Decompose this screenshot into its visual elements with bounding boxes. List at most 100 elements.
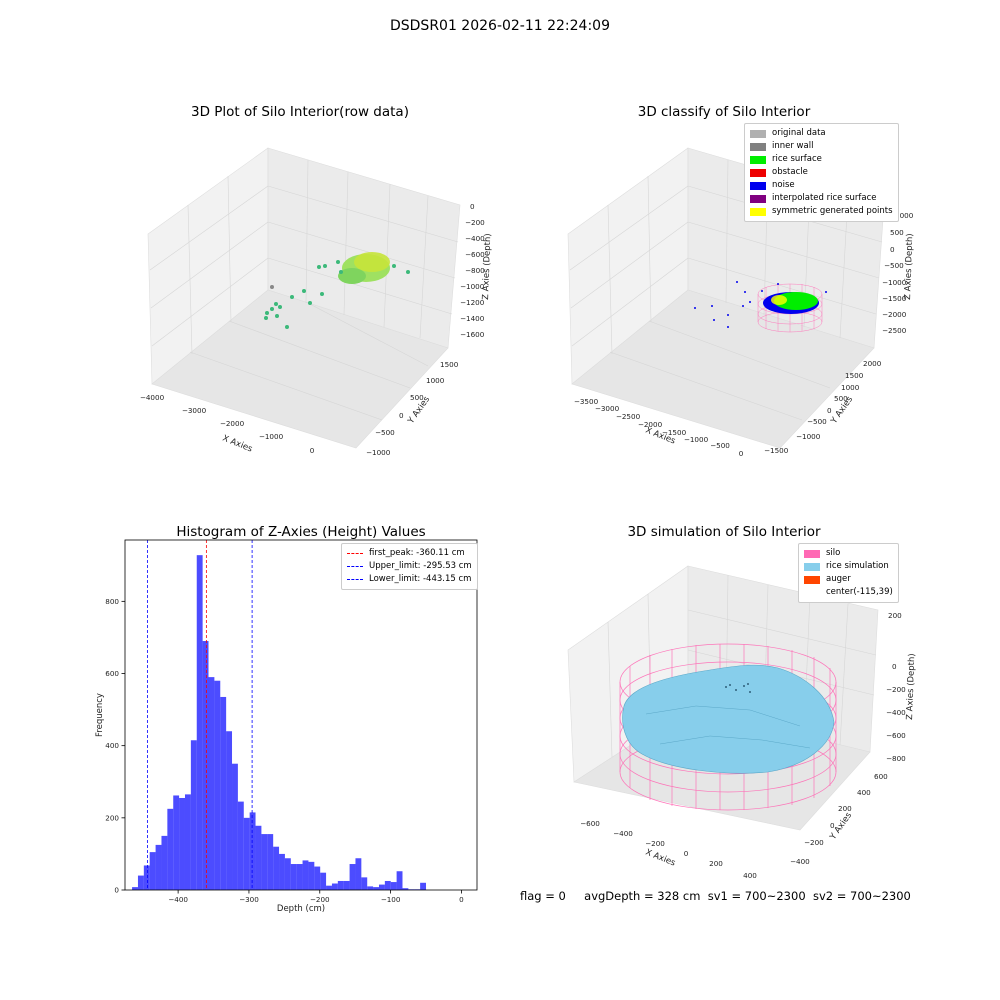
histogram-bar xyxy=(302,860,309,890)
histogram-bar xyxy=(367,886,374,890)
raw-x-label: X Axies xyxy=(221,434,254,455)
svg-text:−400: −400 xyxy=(790,857,810,866)
histogram-bar xyxy=(343,880,350,890)
histogram-frame xyxy=(124,539,478,891)
classify-3d-plot: −3500 −3000 −2500 −2000 −1500 −1000 −500… xyxy=(567,147,915,458)
histogram-title: Histogram of Z-Axies (Height) Values xyxy=(176,524,426,540)
histogram-bar xyxy=(237,801,244,890)
status-sv1: sv1 = 700~2300 xyxy=(707,889,806,903)
histogram-bar xyxy=(190,740,197,890)
svg-text:−1400: −1400 xyxy=(460,314,485,323)
histogram-bar xyxy=(355,858,362,890)
svg-text:−500: −500 xyxy=(807,417,827,426)
raw-plot-title: 3D Plot of Silo Interior(row data) xyxy=(191,104,409,120)
status-line: flag = 0 avgDepth = 328 cm sv1 = 700~230… xyxy=(520,889,911,903)
simulation-plot-title: 3D simulation of Silo Interior xyxy=(627,524,821,540)
histogram-bar xyxy=(384,880,391,890)
svg-text:−3000: −3000 xyxy=(595,404,620,413)
svg-text:1000: 1000 xyxy=(841,383,860,392)
x-tick-label: −200 xyxy=(310,895,330,904)
histogram-bar xyxy=(214,680,221,890)
svg-text:0: 0 xyxy=(684,849,689,858)
histogram-bar xyxy=(373,887,379,890)
svg-text:500: 500 xyxy=(834,394,848,403)
histogram-bar xyxy=(149,852,156,890)
svg-text:2000: 2000 xyxy=(863,359,882,368)
svg-text:0: 0 xyxy=(739,449,744,458)
histogram-bar xyxy=(137,875,144,890)
svg-text:1000: 1000 xyxy=(426,376,445,385)
svg-text:−500: −500 xyxy=(884,261,904,270)
svg-text:1500: 1500 xyxy=(845,371,864,380)
svg-text:200: 200 xyxy=(709,859,723,868)
histogram-bar xyxy=(184,794,191,890)
svg-text:0: 0 xyxy=(827,406,832,415)
histogram-bar xyxy=(308,861,315,890)
svg-text:1500: 1500 xyxy=(440,360,459,369)
svg-text:−2000: −2000 xyxy=(882,310,907,319)
raw-z-label: Z Axies (Depth) xyxy=(481,233,493,300)
histogram-bar xyxy=(402,888,409,890)
svg-text:−400: −400 xyxy=(613,829,633,838)
histogram-x-label: Depth (cm) xyxy=(277,904,325,914)
svg-text:400: 400 xyxy=(743,871,757,880)
status-flag: flag = 0 xyxy=(520,889,566,903)
svg-text:−1000: −1000 xyxy=(882,278,907,287)
histogram-bar xyxy=(378,884,385,890)
histogram-bar xyxy=(279,853,285,890)
simulation-legend: silo rice simulation auger center(-115,3… xyxy=(798,543,899,603)
svg-text:−600: −600 xyxy=(465,250,485,259)
svg-text:200: 200 xyxy=(888,611,902,620)
svg-text:−1500: −1500 xyxy=(882,294,907,303)
svg-text:−400: −400 xyxy=(465,234,485,243)
svg-text:−200: −200 xyxy=(465,218,485,227)
svg-text:−3000: −3000 xyxy=(182,406,207,415)
histogram-bar xyxy=(267,834,274,890)
histogram-bar xyxy=(196,555,203,890)
svg-text:−1500: −1500 xyxy=(662,428,687,437)
raw-x-ticks: −4000 −3000 −2000 −1000 0 xyxy=(140,393,315,455)
svg-text:500: 500 xyxy=(410,393,424,402)
svg-text:600: 600 xyxy=(874,772,888,781)
y-tick-label: 600 xyxy=(105,669,119,678)
histogram-bar xyxy=(226,731,233,890)
simulation-z-label: Z Axies (Depth) xyxy=(905,653,917,720)
svg-text:−2500: −2500 xyxy=(616,412,641,421)
svg-text:−800: −800 xyxy=(465,266,485,275)
histogram-bar xyxy=(273,846,280,890)
raw-z-ticks: 0 −200 −400 −600 −800 −1000 −1200 −1400 … xyxy=(460,202,485,339)
svg-text:−200: −200 xyxy=(804,838,824,847)
svg-text:−1000: −1000 xyxy=(366,448,391,457)
svg-text:−400: −400 xyxy=(886,708,906,717)
simulation-x-label: X Axies xyxy=(644,848,677,869)
histogram-bar xyxy=(202,641,209,890)
svg-text:−2000: −2000 xyxy=(638,420,663,429)
histogram-bar xyxy=(243,817,250,890)
svg-text:−1000: −1000 xyxy=(684,435,709,444)
histogram-bar xyxy=(314,866,321,890)
classify-legend: original data inner wall rice surface ob… xyxy=(744,123,899,222)
histogram-bar xyxy=(290,864,297,890)
histogram-bar xyxy=(320,872,327,890)
y-tick-label: 200 xyxy=(105,813,119,822)
svg-text:−500: −500 xyxy=(710,441,730,450)
histogram-bar xyxy=(255,825,262,890)
svg-text:0: 0 xyxy=(890,245,895,254)
histogram-chart: −400 −300 −200 −100 0 0 200 400 600 800 Depth (c… xyxy=(95,539,478,914)
histogram-bar xyxy=(208,677,215,890)
histogram-bar xyxy=(296,864,303,890)
svg-text:0: 0 xyxy=(830,821,835,830)
raw-y-ticks: −1000 −500 0 500 1000 1500 xyxy=(366,360,459,457)
x-tick-label: −300 xyxy=(239,895,259,904)
histogram-bar xyxy=(261,834,268,890)
svg-text:0: 0 xyxy=(399,411,404,420)
histogram-bar xyxy=(284,858,291,890)
x-tick-label: 0 xyxy=(459,895,464,904)
svg-text:−1000: −1000 xyxy=(259,432,284,441)
y-tick-label: 400 xyxy=(105,741,119,750)
svg-text:−1000: −1000 xyxy=(460,282,485,291)
histogram-bar xyxy=(326,885,332,890)
svg-text:−2500: −2500 xyxy=(882,326,907,335)
histogram-bar xyxy=(420,882,427,890)
svg-text:0: 0 xyxy=(470,202,475,211)
